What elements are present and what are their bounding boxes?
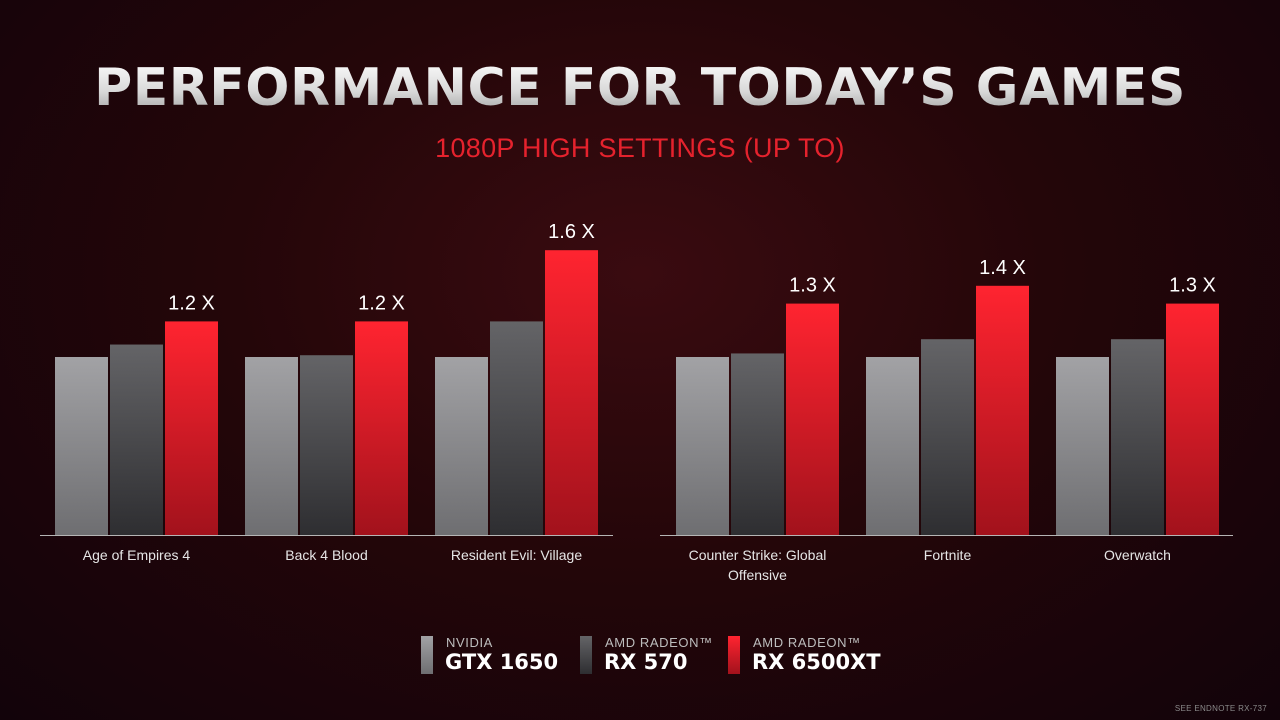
legend-brand: AMD RADEON™ (605, 635, 713, 650)
bar-gtx-1650 (435, 357, 488, 535)
legend-brand: NVIDIA (446, 635, 493, 650)
data-label: 1.2 X (358, 292, 405, 314)
legend-swatch (580, 636, 592, 674)
category-label: Fortnite (924, 547, 972, 563)
bar-gtx-1650 (866, 357, 919, 535)
category-label: Back 4 Blood (285, 547, 368, 563)
category-label: Overwatch (1104, 547, 1171, 563)
chart-legend: NVIDIA GTX 1650 AMD RADEON™ RX 570 AMD R… (0, 633, 1280, 683)
bar-rx-570 (490, 321, 543, 535)
bar-rx-570 (300, 355, 353, 535)
bar-rx-6500xt (786, 303, 839, 535)
data-label: 1.3 X (1169, 275, 1216, 297)
bar-rx-6500xt (976, 285, 1029, 535)
category-label: Counter Strike: Global Offensive (689, 547, 827, 583)
legend-swatch (728, 636, 740, 674)
bar-gtx-1650 (245, 357, 298, 535)
endnote: SEE ENDNOTE RX-737 (1174, 704, 1267, 713)
bar-gtx-1650 (55, 357, 108, 535)
bar-chart: 1.2 X Age of Empires 4 1.2 X Back 4 Blood 1.… (40, 221, 1233, 583)
category-label: Resident Evil: Village (451, 547, 582, 563)
bar-rx-570 (921, 339, 974, 535)
legend-model: GTX 1650 (445, 650, 559, 674)
data-label: 1.2 X (168, 292, 215, 314)
bar-rx-6500xt (165, 321, 218, 535)
page-title: PERFORMANCE FOR TODAY’S GAMES (0, 58, 1280, 118)
data-label: 1.6 X (548, 221, 595, 243)
bar-rx-6500xt (1166, 303, 1219, 535)
page-subtitle: 1080P HIGH SETTINGS (UP TO) (435, 133, 845, 163)
bar-gtx-1650 (676, 357, 729, 535)
legend-swatch (421, 636, 433, 674)
data-label: 1.4 X (979, 257, 1026, 279)
legend-brand: AMD RADEON™ (753, 635, 861, 650)
category-label: Age of Empires 4 (83, 547, 191, 563)
bar-rx-570 (110, 344, 163, 535)
bar-rx-570 (1111, 339, 1164, 535)
bar-rx-6500xt (545, 250, 598, 535)
bar-rx-570 (731, 353, 784, 535)
data-label: 1.3 X (789, 275, 836, 297)
legend-model: RX 6500XT (752, 650, 881, 674)
bar-gtx-1650 (1056, 357, 1109, 535)
legend-model: RX 570 (604, 650, 688, 674)
bar-rx-6500xt (355, 321, 408, 535)
